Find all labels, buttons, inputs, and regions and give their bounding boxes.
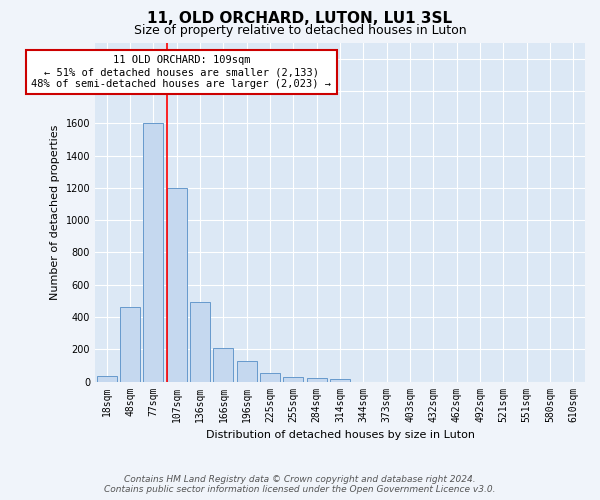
Text: 11, OLD ORCHARD, LUTON, LU1 3SL: 11, OLD ORCHARD, LUTON, LU1 3SL — [148, 11, 452, 26]
Bar — [167, 188, 187, 382]
Y-axis label: Number of detached properties: Number of detached properties — [50, 124, 60, 300]
Bar — [214, 348, 233, 382]
Bar — [307, 378, 326, 382]
Bar — [283, 376, 303, 382]
Bar — [120, 308, 140, 382]
Bar — [97, 376, 116, 382]
Text: Size of property relative to detached houses in Luton: Size of property relative to detached ho… — [134, 24, 466, 37]
Text: 11 OLD ORCHARD: 109sqm
← 51% of detached houses are smaller (2,133)
48% of semi-: 11 OLD ORCHARD: 109sqm ← 51% of detached… — [31, 56, 331, 88]
Bar — [190, 302, 210, 382]
Text: Contains HM Land Registry data © Crown copyright and database right 2024.
Contai: Contains HM Land Registry data © Crown c… — [104, 474, 496, 494]
Bar — [143, 123, 163, 382]
Bar — [237, 360, 257, 382]
Bar — [260, 374, 280, 382]
X-axis label: Distribution of detached houses by size in Luton: Distribution of detached houses by size … — [206, 430, 475, 440]
Bar — [330, 379, 350, 382]
